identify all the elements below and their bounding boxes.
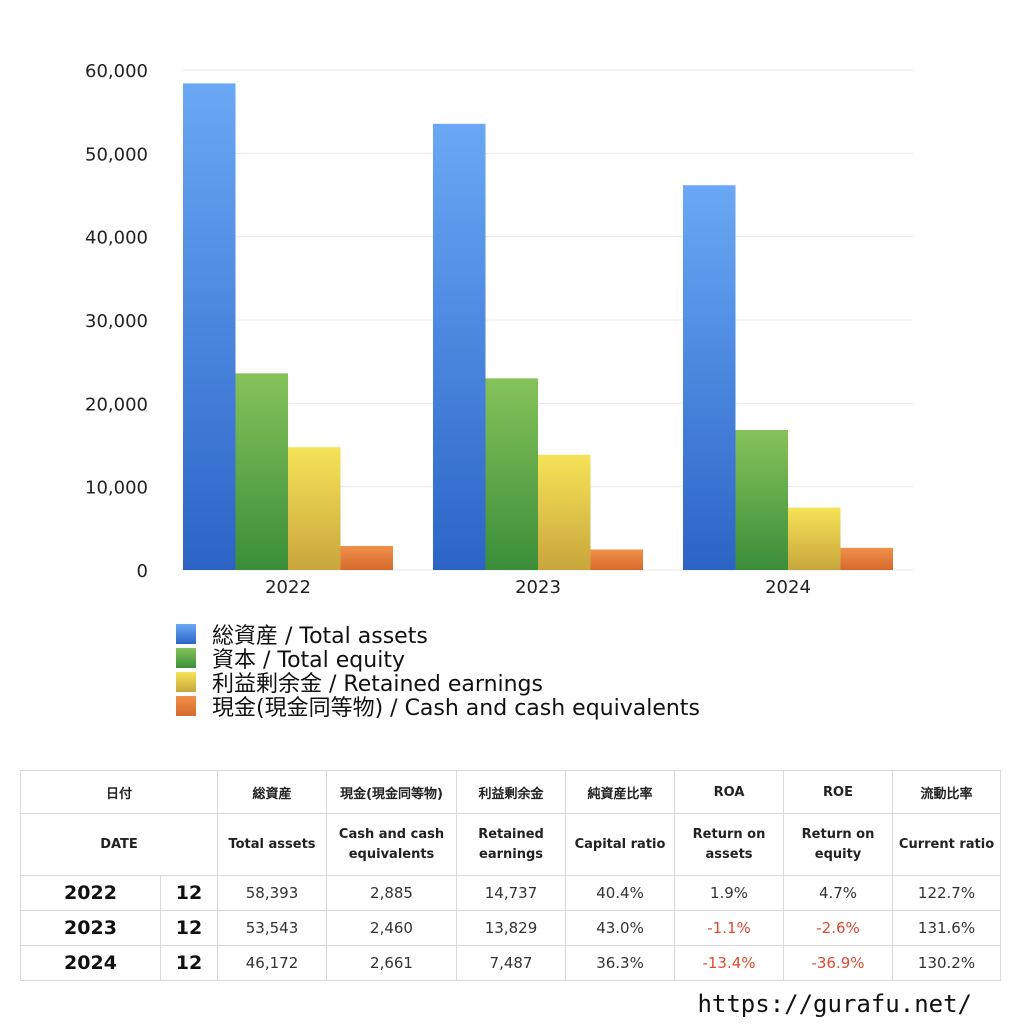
row-total-assets: 58,393 [217, 875, 328, 911]
row-current-ratio: 130.2% [892, 945, 1002, 981]
row-total-assets: 46,172 [217, 945, 328, 981]
header-cash-en: Cash and cash equivalents [326, 813, 458, 876]
row-capital-ratio: 43.0% [565, 910, 676, 946]
table-header-jp: 日付 総資産 現金(現金同等物) 利益剰余金 純資産比率 ROA ROE 流動比… [19, 770, 1002, 814]
header-capital-ratio-jp: 純資産比率 [565, 770, 676, 814]
legend-swatch [176, 696, 196, 716]
table-row: 2023 12 53,543 2,460 13,829 43.0% -1.1% … [20, 910, 1002, 946]
row-current-ratio: 131.6% [892, 910, 1002, 946]
x-tick-label: 2022 [265, 577, 311, 598]
row-cash: 2,661 [326, 945, 458, 981]
bar-2023-series-1 [485, 378, 538, 570]
header-roe-en: Return on equity [783, 813, 894, 876]
header-capital-ratio-en: Capital ratio [565, 813, 676, 876]
y-tick-label: 0 [137, 561, 148, 582]
table-row: 2024 12 46,172 2,661 7,487 36.3% -13.4% … [20, 945, 1002, 981]
site-url[interactable]: https://gurafu.net/ [697, 990, 972, 1018]
legend-label: 総資産 / Total assets [212, 624, 428, 649]
bar-2022-series-1 [235, 373, 288, 570]
header-cash-en-text: Cash and cash equivalents [338, 826, 445, 862]
x-axis-tick-labels: 2022 2023 2024 [265, 577, 811, 598]
bar-2024-series-2 [788, 507, 841, 570]
bar-2022-series-3 [340, 545, 393, 570]
row-retained: 13,829 [456, 910, 567, 946]
row-roa: -13.4% [674, 945, 785, 981]
row-roe: 4.7% [783, 875, 894, 911]
row-roe: -36.9% [783, 945, 894, 981]
row-roa: 1.9% [674, 875, 785, 911]
header-total-assets-jp: 総資産 [217, 770, 328, 814]
header-roe-jp: ROE [783, 770, 894, 814]
row-month: 12 [159, 945, 219, 981]
table-row: 2022 12 58,393 2,885 14,737 40.4% 1.9% 4… [20, 875, 1002, 911]
bar-2023-series-3 [590, 549, 643, 570]
y-tick-label: 30,000 [85, 311, 148, 332]
row-year: 2023 [20, 910, 161, 946]
x-tick-label: 2024 [765, 577, 811, 598]
row-cash: 2,460 [326, 910, 458, 946]
row-current-ratio: 122.7% [892, 875, 1002, 911]
header-cash-jp: 現金(現金同等物) [326, 770, 458, 814]
header-roe-en-text: Return on equity [801, 826, 875, 862]
header-roa-en: Return on assets [674, 813, 785, 876]
legend-label: 資本 / Total equity [212, 648, 405, 673]
row-capital-ratio: 40.4% [565, 875, 676, 911]
header-current-ratio-jp: 流動比率 [892, 770, 1002, 814]
x-tick-label: 2023 [515, 577, 561, 598]
table-header-en: DATE Total assets Cash and cash equivale… [19, 813, 1002, 876]
y-tick-label: 60,000 [85, 61, 148, 82]
y-tick-label: 40,000 [85, 228, 148, 249]
bar-2022-series-2 [288, 447, 341, 570]
header-total-assets-en: Total assets [217, 813, 328, 876]
y-tick-label: 10,000 [85, 478, 148, 499]
header-roa-jp: ROA [674, 770, 785, 814]
row-total-assets: 53,543 [217, 910, 328, 946]
legend-swatch [176, 624, 196, 644]
row-roa: -1.1% [674, 910, 785, 946]
legend-item-retained-earnings: 利益剰余金 / Retained earnings [176, 670, 700, 697]
legend-item-cash: 現金(現金同等物) / Cash and cash equivalents [176, 694, 700, 721]
row-retained: 7,487 [456, 945, 567, 981]
row-roe: -2.6% [783, 910, 894, 946]
row-year: 2022 [20, 875, 161, 911]
header-roa-en-text: Return on assets [692, 826, 766, 862]
bar-chart: 0 10,000 20,000 30,000 40,000 50,000 60,000 20… [85, 61, 913, 598]
legend-item-total-equity: 資本 / Total equity [176, 646, 700, 673]
header-retained-jp: 利益剰余金 [456, 770, 567, 814]
row-cash: 2,885 [326, 875, 458, 911]
bar-2024-series-3 [840, 547, 893, 570]
y-tick-label: 50,000 [85, 144, 148, 165]
header-retained-en-text: Retained earnings [478, 826, 544, 862]
row-retained: 14,737 [456, 875, 567, 911]
bar-2023-series-2 [538, 454, 591, 570]
row-capital-ratio: 36.3% [565, 945, 676, 981]
header-date-en: DATE [19, 813, 219, 876]
row-month: 12 [159, 875, 219, 911]
header-retained-en: Retained earnings [456, 813, 567, 876]
bar-2024-series-0 [683, 185, 736, 570]
financial-table: 日付 総資産 現金(現金同等物) 利益剰余金 純資産比率 ROA ROE 流動比… [19, 770, 1002, 981]
row-month: 12 [159, 910, 219, 946]
y-tick-label: 20,000 [85, 394, 148, 415]
chart-legend: 総資産 / Total assets 資本 / Total equity 利益剰… [176, 622, 700, 721]
legend-label: 利益剰余金 / Retained earnings [212, 672, 543, 697]
y-axis-tick-labels: 0 10,000 20,000 30,000 40,000 50,000 60,000 [85, 61, 148, 582]
legend-swatch [176, 648, 196, 668]
legend-swatch [176, 672, 196, 692]
bar-2024-series-1 [735, 430, 788, 570]
bar-2023-series-0 [433, 123, 486, 570]
bars [183, 83, 893, 571]
legend-label: 現金(現金同等物) / Cash and cash equivalents [212, 696, 700, 721]
bar-2022-series-0 [183, 83, 236, 571]
row-year: 2024 [20, 945, 161, 981]
legend-item-total-assets: 総資産 / Total assets [176, 622, 700, 649]
header-current-ratio-en: Current ratio [892, 813, 1002, 876]
header-date-jp: 日付 [19, 770, 219, 814]
